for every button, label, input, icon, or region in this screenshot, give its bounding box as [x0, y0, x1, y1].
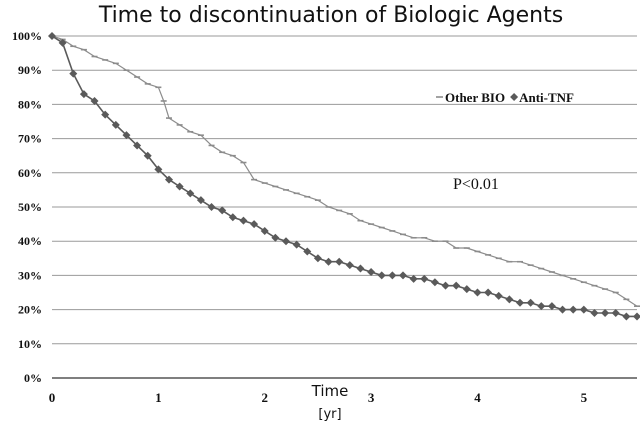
y-tick-label: 80%	[18, 97, 42, 111]
data-point	[207, 203, 216, 211]
x-tick-label: 3	[368, 390, 375, 405]
data-point	[430, 278, 439, 287]
data-point	[388, 271, 397, 280]
legend-label-2: Anti-TNF	[519, 90, 574, 105]
data-point	[324, 257, 333, 266]
data-point	[133, 141, 142, 150]
data-point	[462, 285, 471, 294]
y-tick-label: 40%	[18, 234, 42, 248]
y-tick-labels: 0% 10% 20% 30% 40% 50% 60% 70% 80% 90% 100%	[12, 29, 42, 385]
data-point	[611, 309, 620, 318]
p-value-annotation: P<0.01	[453, 176, 499, 193]
data-point	[196, 196, 205, 205]
y-tick-label: 30%	[18, 268, 42, 282]
data-point	[250, 220, 259, 229]
data-point	[165, 175, 173, 184]
series-layer	[48, 32, 640, 321]
x-tick-labels: 0 1 2 3 4 5	[49, 390, 588, 405]
data-point	[79, 90, 88, 99]
x-tick-label: 2	[261, 390, 268, 405]
data-point	[622, 312, 631, 321]
data-point	[101, 110, 110, 119]
y-tick-label: 100%	[12, 29, 42, 43]
data-point	[494, 291, 503, 300]
data-point	[122, 131, 131, 140]
data-point	[590, 309, 599, 318]
data-point	[420, 274, 429, 283]
x-tick-label: 0	[49, 390, 56, 405]
legend-marker-2	[510, 93, 519, 101]
x-tick-label: 5	[581, 390, 588, 405]
data-point	[473, 288, 482, 297]
chart-title: Time to discontinuation of Biologic Agen…	[98, 3, 563, 28]
data-point	[186, 189, 195, 198]
data-point	[271, 233, 280, 242]
y-tick-label: 10%	[18, 337, 42, 351]
data-point	[526, 298, 535, 307]
gridlines	[52, 35, 637, 345]
data-point	[537, 302, 546, 311]
data-point	[409, 274, 418, 283]
x-tick-label: 1	[155, 390, 162, 405]
data-point	[228, 213, 237, 222]
x-axis-unit: [yr]	[318, 407, 341, 422]
data-point	[441, 281, 450, 290]
data-point	[484, 288, 493, 297]
data-point	[313, 254, 322, 263]
data-point	[558, 305, 567, 314]
legend-label-1: Other BIO	[445, 90, 505, 105]
data-point	[601, 309, 610, 318]
data-point	[547, 302, 556, 311]
data-point	[303, 247, 312, 256]
y-tick-label: 0%	[24, 371, 42, 385]
data-point	[58, 38, 67, 47]
data-point	[111, 120, 120, 129]
data-point	[282, 237, 290, 246]
data-point	[367, 267, 376, 276]
data-point	[345, 261, 354, 270]
y-tick-label: 60%	[18, 166, 42, 180]
data-point	[399, 271, 407, 280]
data-point	[48, 32, 56, 40]
y-tick-label: 20%	[18, 303, 42, 317]
data-point	[579, 305, 588, 314]
data-point	[260, 226, 269, 235]
data-point	[154, 165, 163, 174]
y-tick-label: 90%	[18, 63, 42, 77]
data-point	[218, 206, 227, 215]
y-tick-label: 50%	[18, 200, 42, 214]
legend: Other BIO Anti-TNF	[436, 90, 574, 105]
data-point	[175, 182, 184, 191]
data-point	[90, 96, 99, 105]
data-point	[335, 257, 344, 266]
x-tick-label: 4	[474, 390, 481, 405]
data-point	[239, 216, 248, 225]
data-point	[569, 305, 578, 314]
data-point	[292, 240, 301, 249]
data-point	[143, 151, 152, 160]
data-point	[633, 312, 640, 321]
data-point	[505, 295, 514, 304]
data-point	[377, 271, 386, 280]
data-point	[516, 298, 524, 307]
x-axis-label: Time	[311, 382, 349, 400]
data-point	[356, 264, 365, 273]
data-point	[69, 69, 78, 78]
data-point	[452, 281, 461, 290]
y-tick-label: 70%	[18, 132, 42, 146]
